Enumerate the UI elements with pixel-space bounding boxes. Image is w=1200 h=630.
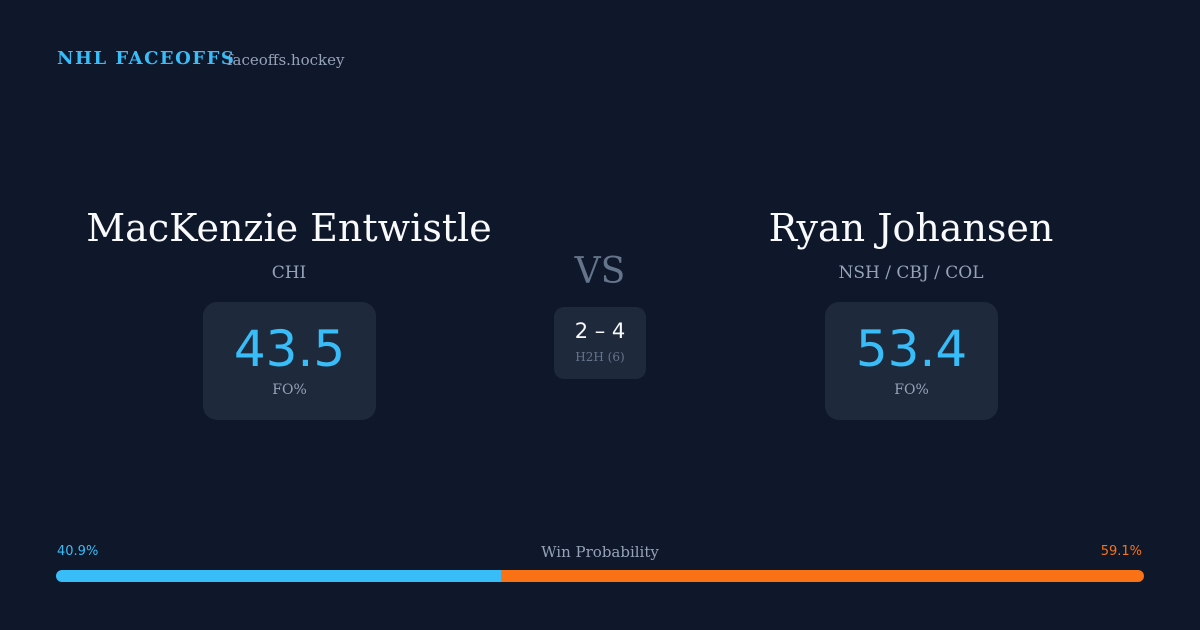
site: faceoffs.hockey — [227, 51, 345, 69]
player-team: CHI — [271, 263, 307, 283]
probability-title: Win Probability — [541, 543, 659, 561]
bar-segment — [56, 570, 501, 582]
fo-label: FO% — [894, 382, 929, 398]
left-probability: 40.9% — [57, 544, 99, 559]
probability-bar — [56, 570, 1144, 582]
stat-card — [203, 302, 376, 420]
fo-label: FO% — [272, 382, 307, 398]
vs: VS — [574, 251, 626, 292]
right-probability: 59.1% — [1100, 544, 1142, 559]
h2h-score: 2 – 4 — [574, 319, 626, 343]
brand: NHL FACEOFFS — [57, 48, 236, 69]
bar-segment — [500, 570, 1144, 582]
fo-pct: 43.5 — [233, 320, 346, 378]
player-team: NSH / CBJ / COL — [838, 263, 984, 283]
player-name: Ryan Johansen — [768, 206, 1054, 250]
player-name: MacKenzie Entwistle — [86, 206, 492, 250]
fo-pct: 53.4 — [855, 320, 968, 378]
h2h-card — [554, 307, 646, 379]
stat-card — [825, 302, 998, 420]
h2h-label: H2H (6) — [575, 350, 625, 364]
